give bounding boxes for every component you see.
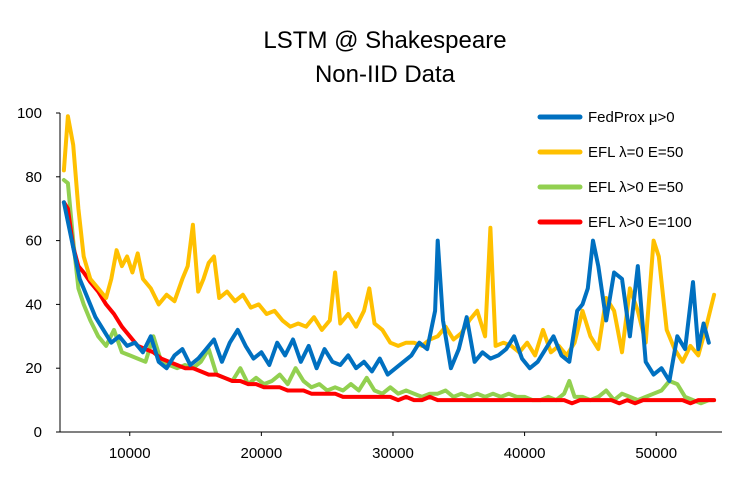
legend-label-2: EFL λ>0 E=50 (588, 179, 683, 196)
x-tick-label: 30000 (372, 445, 414, 462)
legend-label-0: FedProx μ>0 (588, 109, 675, 126)
chart-title: LSTM @ Shakespeare (263, 27, 506, 54)
x-tick-label: 50000 (635, 445, 677, 462)
legend: FedProx μ>0 EFL λ=0 E=50 EFL λ>0 E=50 EFL λ… (537, 109, 692, 231)
series-line-0 (61, 200, 711, 383)
legend-label-1: EFL λ=0 E=50 (588, 144, 683, 161)
y-tick-label: 40 (25, 296, 42, 313)
x-tick-label: 10000 (109, 445, 151, 462)
chart-subtitle: Non-IID Data (315, 61, 456, 88)
series-line-2 (61, 178, 717, 406)
x-tick-label: 20000 (241, 445, 283, 462)
y-tick-label: 0 (34, 424, 42, 441)
y-tick-label: 80 (25, 169, 42, 186)
series-line-3 (61, 200, 717, 406)
y-tick-label: 60 (25, 233, 42, 250)
legend-label-3: EFL λ>0 E=100 (588, 214, 692, 231)
series-line-1 (61, 114, 717, 364)
series-layer (61, 114, 717, 406)
axes: 0 20 40 60 80 100 10000 20000 30000 40000 50000 (17, 105, 722, 462)
x-tick-label: 40000 (504, 445, 546, 462)
y-tick-label: 20 (25, 360, 42, 377)
y-tick-label: 100 (17, 105, 42, 122)
